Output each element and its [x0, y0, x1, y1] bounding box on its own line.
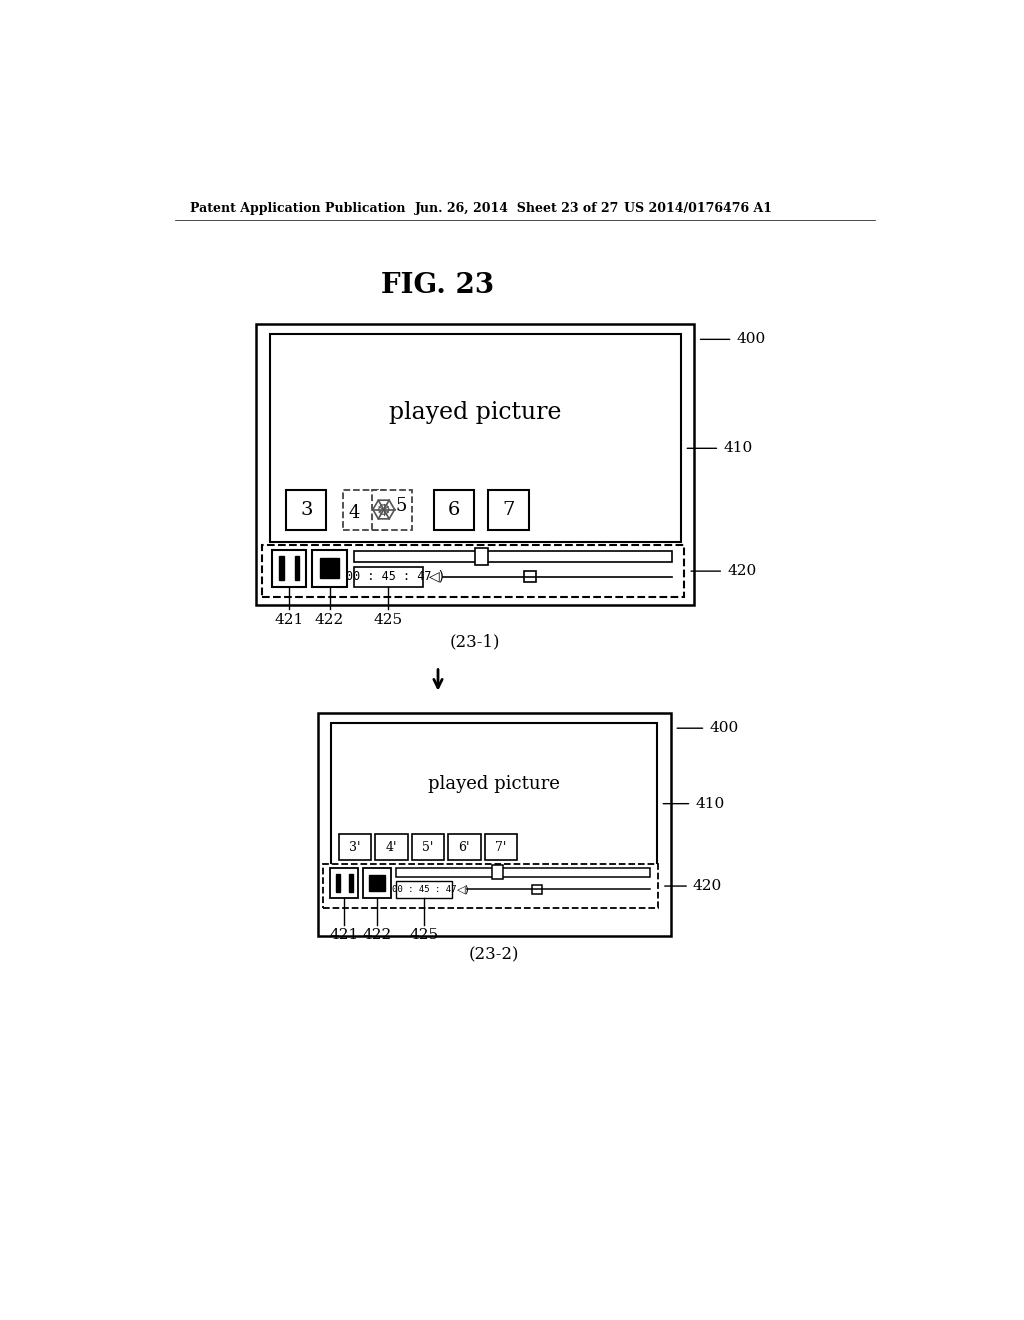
Bar: [295, 557, 299, 579]
Bar: [256, 323, 693, 605]
Bar: [449, 834, 480, 859]
Text: Jun. 26, 2014  Sheet 23 of 27: Jun. 26, 2014 Sheet 23 of 27: [415, 202, 620, 215]
Text: FIG. 23: FIG. 23: [381, 272, 495, 298]
Text: 4': 4': [386, 841, 397, 854]
Bar: [262, 545, 684, 598]
Text: 425: 425: [410, 928, 438, 941]
Bar: [312, 549, 346, 586]
Bar: [362, 869, 391, 898]
Text: Patent Application Publication: Patent Application Publication: [190, 202, 406, 215]
Text: 6: 6: [449, 500, 461, 519]
Bar: [272, 549, 306, 586]
Text: 6': 6': [459, 841, 470, 854]
Text: played picture: played picture: [428, 775, 560, 793]
Bar: [372, 490, 413, 529]
Text: 5: 5: [396, 496, 408, 515]
Bar: [321, 558, 339, 578]
Text: ◁): ◁): [457, 884, 469, 894]
Bar: [324, 863, 658, 908]
Text: 410: 410: [723, 441, 753, 455]
Bar: [280, 557, 284, 579]
Bar: [331, 723, 656, 884]
Text: 7': 7': [495, 841, 507, 854]
Text: 420: 420: [727, 564, 757, 578]
Bar: [488, 490, 528, 529]
Bar: [331, 869, 358, 898]
Text: 400: 400: [710, 721, 738, 735]
Bar: [354, 552, 672, 562]
Text: 422: 422: [362, 928, 391, 941]
Text: 00 : 45 : 47: 00 : 45 : 47: [346, 570, 431, 583]
Bar: [531, 884, 543, 894]
Text: (23-1): (23-1): [450, 634, 500, 651]
Bar: [317, 713, 671, 936]
Text: 410: 410: [695, 797, 725, 810]
Bar: [434, 490, 474, 529]
Bar: [523, 572, 536, 582]
Bar: [354, 566, 423, 586]
Text: 7: 7: [503, 500, 515, 519]
Text: 400: 400: [736, 333, 766, 346]
Text: 5': 5': [422, 841, 433, 854]
Bar: [369, 875, 385, 891]
Text: 421: 421: [274, 614, 304, 627]
Bar: [396, 867, 650, 876]
Text: US 2014/0176476 A1: US 2014/0176476 A1: [624, 202, 772, 215]
Text: 3: 3: [300, 500, 312, 519]
Text: 4: 4: [348, 504, 360, 523]
Bar: [343, 490, 384, 529]
Bar: [286, 490, 327, 529]
Bar: [412, 834, 444, 859]
Bar: [270, 334, 681, 543]
Bar: [339, 834, 372, 859]
Text: played picture: played picture: [389, 401, 561, 425]
Text: (23-2): (23-2): [469, 946, 519, 964]
Text: 425: 425: [374, 614, 403, 627]
Bar: [475, 548, 487, 565]
Bar: [336, 874, 340, 892]
Bar: [484, 834, 517, 859]
Text: 421: 421: [330, 928, 358, 941]
Bar: [493, 866, 503, 879]
Text: 3': 3': [349, 841, 360, 854]
Bar: [396, 880, 452, 898]
Text: 422: 422: [314, 614, 344, 627]
Text: 420: 420: [693, 879, 722, 894]
Text: 00 : 45 : 47: 00 : 45 : 47: [392, 884, 457, 894]
Bar: [349, 874, 352, 892]
Text: ◁): ◁): [429, 569, 444, 583]
Bar: [375, 834, 408, 859]
